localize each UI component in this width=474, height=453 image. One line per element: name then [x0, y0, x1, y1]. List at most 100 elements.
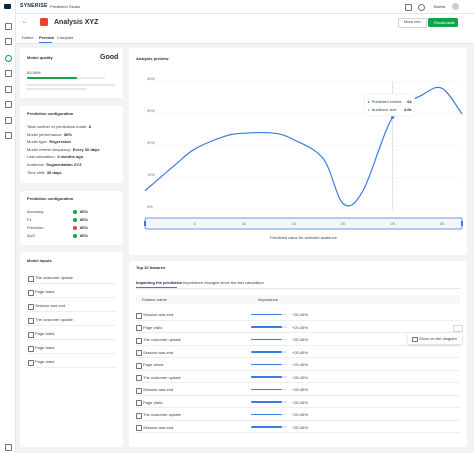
card-metrics [20, 191, 123, 245]
recalculate-button[interactable] [428, 18, 458, 27]
x-tick-label: 20 [341, 221, 346, 226]
config-label: Model type: [27, 139, 48, 145]
feature-icon [136, 337, 142, 344]
tab[interactable]: Preview [39, 34, 55, 40]
y-tick-label: 10% [147, 172, 155, 177]
tab-underline [136, 287, 177, 288]
menu-item[interactable]: Show on the diagram [419, 336, 457, 341]
card-title: Top 10 features [136, 265, 166, 270]
tab[interactable]: Compare [57, 34, 74, 40]
page-title: Analysis XYZ [54, 18, 99, 26]
importance-bar [251, 388, 282, 391]
feature-icon [136, 412, 142, 419]
config-value: Segmentation XYZ [46, 162, 82, 167]
separator [136, 407, 460, 408]
importance-bar [251, 426, 282, 428]
separator [136, 332, 460, 333]
notification-icon[interactable] [405, 4, 412, 11]
metric-label: Precision [27, 225, 44, 230]
nav-icon[interactable] [5, 101, 12, 108]
config-label: Total number of predictions made: [27, 124, 88, 129]
separator [136, 288, 460, 289]
config-value: Every 30 days [72, 146, 100, 152]
quality-rating: Good [100, 54, 119, 61]
metric-value: 86% [80, 233, 89, 238]
input-icon [28, 331, 34, 338]
more-info-button[interactable] [398, 18, 427, 28]
input-name: Page visits [35, 331, 55, 336]
user-name[interactable]: Bartek [434, 3, 446, 9]
separator [27, 297, 116, 298]
brand: SYNERISE [20, 3, 48, 9]
feature-name: Page visits [143, 399, 163, 405]
feature-icon [136, 325, 142, 331]
importance-label: +20.45% [292, 312, 308, 317]
nav-icon[interactable] [5, 86, 12, 93]
metric-icon [73, 217, 77, 222]
config-label: Model refresh frequency: [27, 146, 72, 152]
card-model-inputs [20, 252, 123, 447]
metric-value: 86% [80, 209, 89, 214]
card-title: Model inputs [27, 258, 52, 263]
input-icon [28, 317, 34, 324]
importance-label: +20.45% [292, 399, 308, 405]
separator [136, 394, 460, 395]
text-placeholder [27, 84, 115, 86]
config-value: 8 [88, 124, 91, 129]
feature-name: The customer update [143, 374, 181, 380]
importance-label: +20.45% [292, 362, 308, 367]
feature-name: Session was end [143, 312, 174, 317]
config-value: 30 days [46, 169, 62, 175]
card-title: Prediction configuration [27, 111, 74, 116]
importance-bar [251, 401, 282, 403]
analysis-icon [40, 18, 48, 26]
separator [136, 419, 460, 420]
input-icon [28, 289, 34, 296]
text-placeholder [27, 88, 87, 90]
config-value: 3 months ago [57, 154, 84, 160]
avatar[interactable] [452, 3, 459, 10]
separator [27, 325, 116, 326]
separator [27, 367, 116, 368]
nav-icon[interactable] [5, 444, 12, 451]
metric-icon [73, 225, 77, 230]
x-tick-label: 25 [390, 221, 395, 226]
x-axis-label: Predicted value for selected audience [270, 235, 337, 240]
tab[interactable]: Define [22, 34, 34, 40]
feature-name: Page visits [143, 324, 163, 330]
hover-point [391, 115, 395, 119]
config-label: Audience: [27, 162, 45, 167]
y-tick-label: 20% [147, 140, 155, 145]
y-tick-label: 40% [147, 76, 155, 81]
x-tick-label: 30 [440, 221, 445, 226]
config-value: Regression [49, 139, 71, 145]
row-menu-button[interactable] [453, 325, 463, 332]
back-button[interactable]: ← [22, 19, 28, 25]
nav-icon[interactable] [5, 132, 12, 139]
top-bar [16, 0, 474, 14]
nav-icon[interactable] [5, 55, 12, 62]
nav-icon[interactable] [5, 70, 12, 77]
features-tab[interactable]: Importance changes since the last calcul… [183, 280, 264, 285]
feature-icon [136, 400, 142, 406]
nav-icon[interactable] [5, 23, 12, 30]
tooltip [364, 93, 415, 117]
input-name: Page visits [35, 359, 55, 364]
features-tab[interactable]: Impacting the prediction [136, 280, 183, 285]
favorite-star[interactable]: ☆ [93, 19, 99, 25]
help-icon[interactable] [418, 4, 425, 11]
feature-name: Session was end [143, 387, 174, 392]
nav-icon[interactable] [5, 117, 12, 124]
separator [27, 283, 116, 284]
importance-label: +20.45% [292, 412, 308, 417]
tooltip-value: 64 [407, 99, 412, 104]
y-tick-label: 0% [147, 204, 153, 209]
tooltip-label: Audience size [372, 107, 398, 112]
importance-bar [251, 326, 282, 328]
more-info-label: More info [404, 19, 421, 25]
feature-icon [136, 312, 142, 319]
nav-icon[interactable] [5, 38, 12, 45]
x-tick-label: 5 [193, 221, 196, 226]
